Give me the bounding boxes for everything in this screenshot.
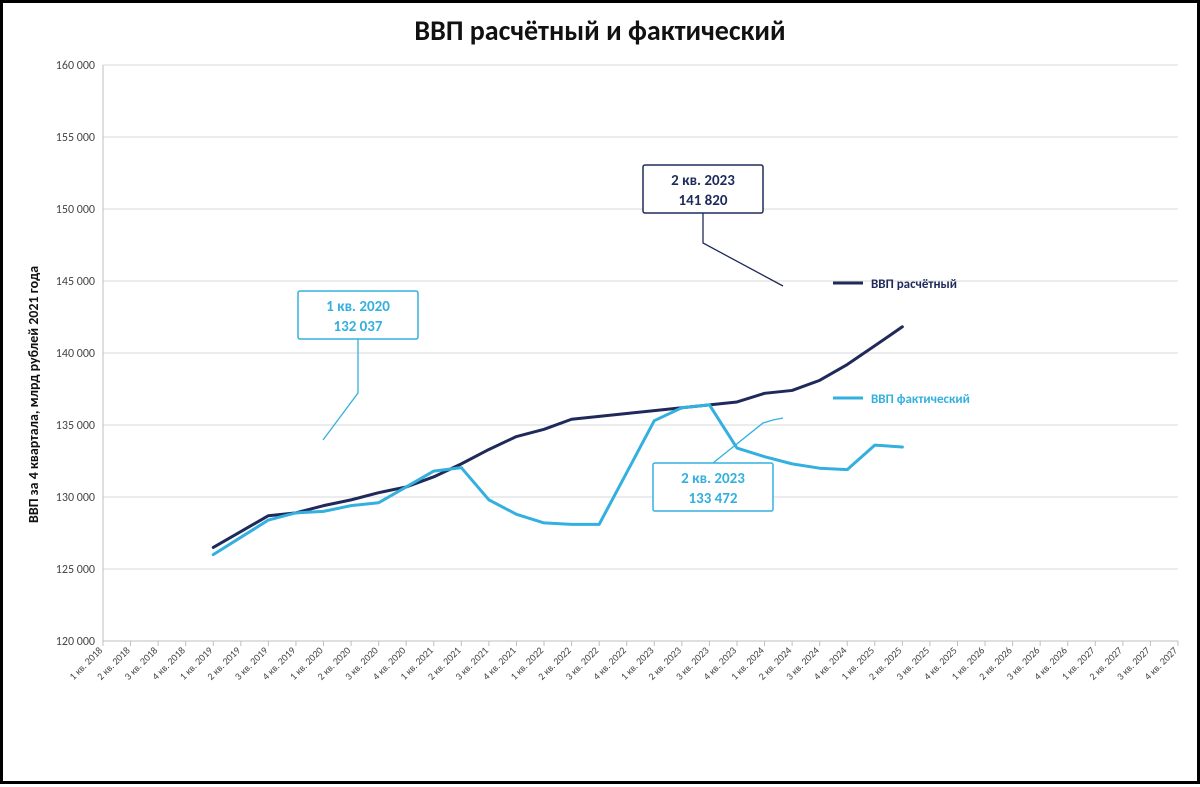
callout-line2: 132 037 — [333, 318, 382, 336]
chart-container: { "chart": { "type": "line", "title": "В… — [0, 0, 1200, 784]
callout-line2: 133 472 — [688, 490, 737, 508]
y-tick-label: 150 000 — [56, 203, 95, 217]
y-tick-label: 145 000 — [56, 275, 95, 289]
series-line — [213, 327, 902, 548]
y-tick-label: 125 000 — [56, 563, 95, 577]
callout-leader — [703, 213, 783, 286]
legend-label: ВВП расчётный — [871, 277, 957, 292]
callout-line2: 141 820 — [678, 192, 727, 210]
callout-line1: 1 кв. 2020 — [326, 298, 390, 316]
legend-label: ВВП фактический — [871, 392, 970, 407]
chart-svg: 120 000 125 000 130 000 135 000 140 000 145 0… — [3, 3, 1200, 787]
y-tick-label: 120 000 — [56, 635, 95, 649]
y-tick-label: 135 000 — [56, 419, 95, 433]
series-line — [213, 405, 902, 555]
y-tick-label: 155 000 — [56, 131, 95, 145]
callout-line1: 2 кв. 2023 — [681, 470, 745, 488]
y-tick-label: 160 000 — [56, 59, 95, 73]
y-tick-label: 130 000 — [56, 491, 95, 505]
callout-line1: 2 кв. 2023 — [671, 172, 735, 190]
y-tick-label: 140 000 — [56, 347, 95, 361]
